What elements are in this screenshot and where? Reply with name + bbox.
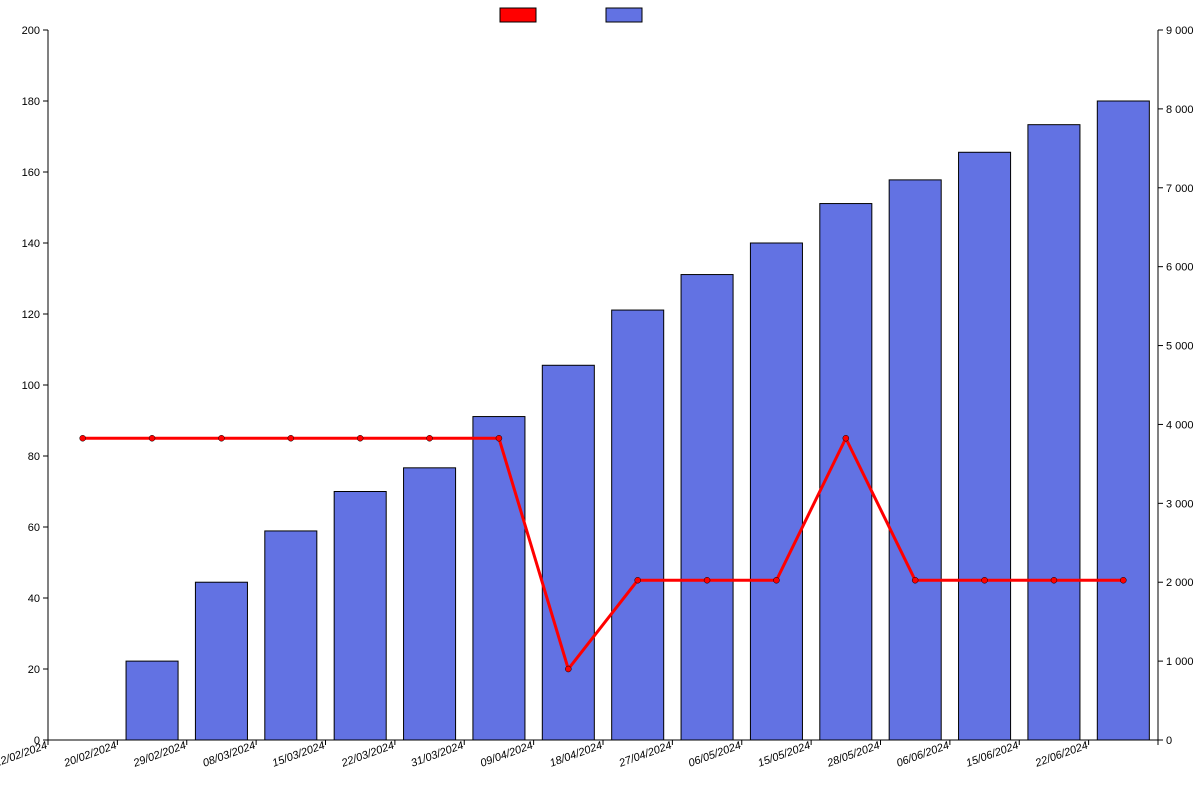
x-tick-label: 28/05/2024 <box>825 740 882 770</box>
yleft-tick-label: 140 <box>22 238 40 250</box>
x-tick-label: 09/04/2024 <box>479 740 535 770</box>
x-tick-label: 06/05/2024 <box>687 740 743 770</box>
x-tick-label: 18/04/2024 <box>548 740 604 770</box>
line-marker <box>149 435 155 441</box>
bar <box>681 275 733 740</box>
x-tick-label: 12/02/2024 <box>0 740 49 770</box>
line-marker <box>1051 577 1057 583</box>
bar <box>820 204 872 740</box>
yright-tick-label: 8 000 <box>1166 104 1194 116</box>
x-tick-label: 15/05/2024 <box>756 740 812 770</box>
yleft-tick-label: 120 <box>22 309 40 321</box>
yleft-tick-label: 160 <box>22 167 40 179</box>
yleft-tick-label: 80 <box>28 451 40 463</box>
x-tick-label: 15/03/2024 <box>271 740 327 770</box>
yright-tick-label: 1 000 <box>1166 656 1194 668</box>
bar <box>959 152 1011 740</box>
yleft-tick-label: 100 <box>22 380 40 392</box>
chart-container: 02040608010012014016018020001 0002 0003 … <box>0 0 1200 800</box>
bar <box>265 531 317 740</box>
line-marker <box>565 666 571 672</box>
combo-chart: 02040608010012014016018020001 0002 0003 … <box>0 0 1200 800</box>
line-marker <box>773 577 779 583</box>
line-marker <box>635 577 641 583</box>
yleft-tick-label: 200 <box>22 25 40 37</box>
x-tick-label: 15/06/2024 <box>964 740 1020 770</box>
legend-swatch <box>606 8 642 22</box>
line-marker <box>704 577 710 583</box>
yright-tick-label: 6 000 <box>1166 262 1194 274</box>
line-marker <box>80 435 86 441</box>
x-tick-label: 06/06/2024 <box>895 740 951 770</box>
bar <box>126 661 178 740</box>
line-marker <box>357 435 363 441</box>
x-tick-label: 20/02/2024 <box>62 740 119 770</box>
bar <box>889 180 941 740</box>
yright-tick-label: 0 <box>1166 735 1172 747</box>
yright-tick-label: 9 000 <box>1166 25 1194 37</box>
yleft-tick-label: 60 <box>28 522 40 534</box>
line-marker <box>1120 577 1126 583</box>
x-tick-label: 31/03/2024 <box>409 740 465 770</box>
bar <box>473 417 525 740</box>
yright-tick-label: 2 000 <box>1166 577 1194 589</box>
x-tick-label: 08/03/2024 <box>201 740 257 770</box>
bar <box>404 468 456 740</box>
x-tick-label: 22/06/2024 <box>1033 740 1090 770</box>
yright-tick-label: 5 000 <box>1166 341 1194 353</box>
yright-tick-label: 4 000 <box>1166 419 1194 431</box>
yleft-tick-label: 180 <box>22 96 40 108</box>
yleft-tick-label: 40 <box>28 593 40 605</box>
line-marker <box>982 577 988 583</box>
line-marker <box>218 435 224 441</box>
bar <box>612 310 664 740</box>
x-tick-label: 27/04/2024 <box>617 740 674 770</box>
line-marker <box>427 435 433 441</box>
bar <box>542 365 594 740</box>
legend-swatch <box>500 8 536 22</box>
yleft-tick-label: 20 <box>28 664 40 676</box>
bar <box>334 492 386 741</box>
bar <box>1097 101 1149 740</box>
line-marker <box>843 435 849 441</box>
line-marker <box>496 435 502 441</box>
line-marker <box>912 577 918 583</box>
x-tick-label: 29/02/2024 <box>131 740 188 770</box>
line-marker <box>288 435 294 441</box>
bar <box>1028 125 1080 740</box>
yright-tick-label: 3 000 <box>1166 498 1194 510</box>
x-tick-label: 22/03/2024 <box>339 740 396 770</box>
yright-tick-label: 7 000 <box>1166 183 1194 195</box>
bar <box>750 243 802 740</box>
bar <box>195 582 247 740</box>
